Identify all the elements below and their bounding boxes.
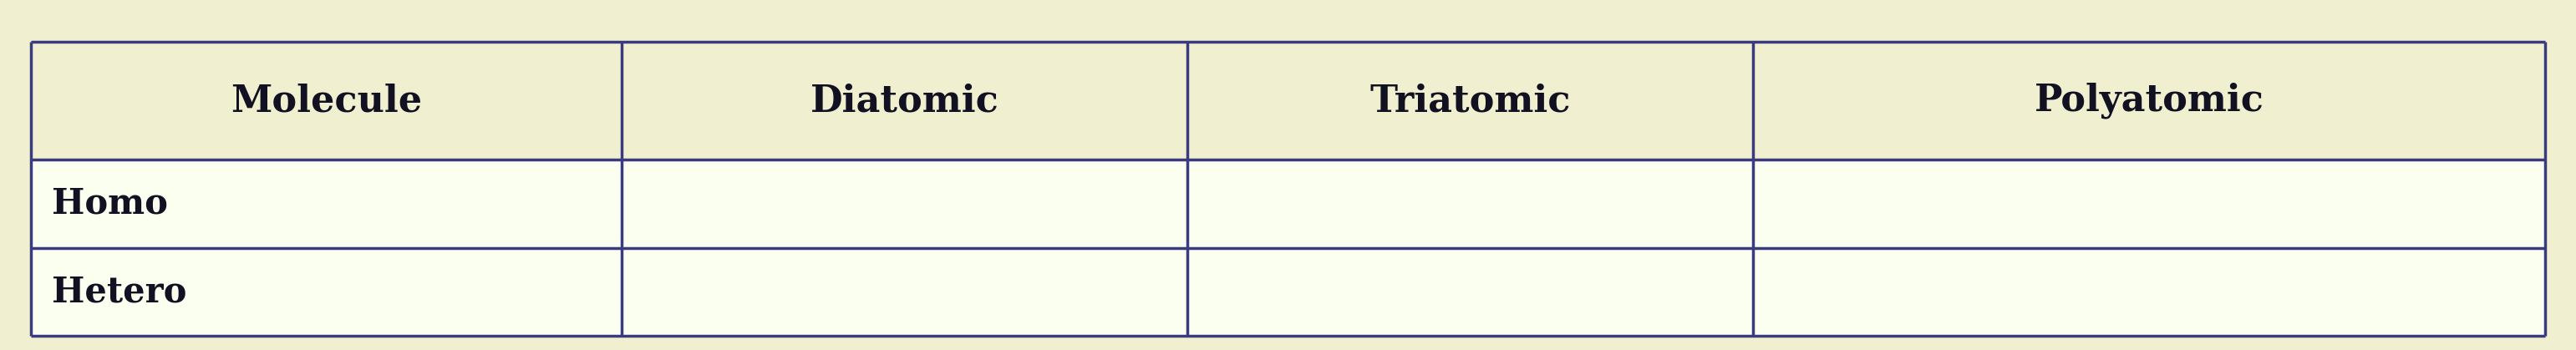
Text: Triatomic: Triatomic [1370, 83, 1571, 119]
Text: Homo: Homo [52, 186, 167, 221]
Bar [1188, 42, 1754, 160]
Bar [1188, 248, 1754, 336]
Bar [621, 248, 1188, 336]
Bar [621, 42, 1188, 160]
Bar [1754, 42, 2545, 160]
Text: Polyatomic: Polyatomic [2035, 83, 2264, 119]
Text: Diatomic: Diatomic [811, 83, 999, 119]
Bar [1754, 248, 2545, 336]
Bar [621, 160, 1188, 248]
Bar [1754, 160, 2545, 248]
Bar [31, 160, 621, 248]
Bar [31, 248, 621, 336]
Bar [1188, 160, 1754, 248]
Bar [31, 42, 621, 160]
Text: Hetero: Hetero [52, 274, 185, 309]
Text: Molecule: Molecule [232, 83, 422, 119]
